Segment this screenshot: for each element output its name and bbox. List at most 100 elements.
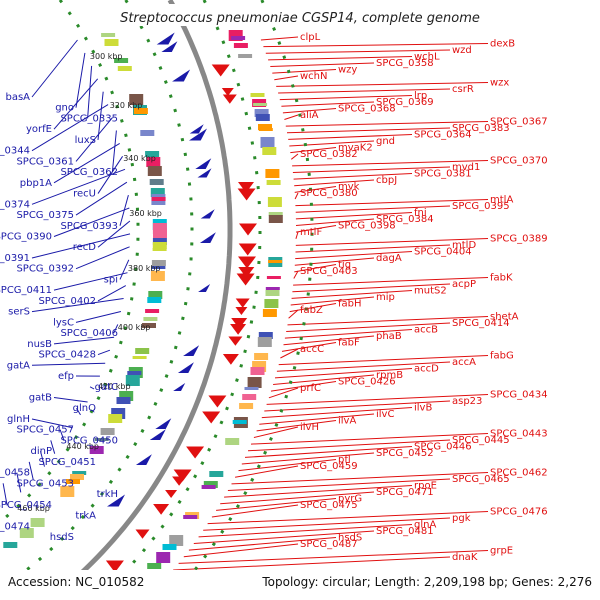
leader-line	[274, 368, 413, 379]
gene-label-spcg-0362: SPCG_0362	[60, 167, 118, 178]
gene-arrow	[156, 32, 175, 45]
leader-line	[75, 181, 128, 216]
leader-line	[241, 452, 375, 465]
genome-backbone	[48, 0, 233, 600]
gene-label-spcg-0393: SPCG_0393	[60, 221, 118, 232]
feature-block	[94, 438, 109, 441]
feature-ring-inner	[3, 33, 167, 548]
leader-line	[280, 348, 299, 359]
gene-label-spcg-0414: SPCG_0414	[452, 318, 510, 329]
scale-tick-label: 340 kbp	[123, 154, 156, 163]
leader-line	[53, 336, 115, 345]
gene-arrow	[208, 395, 227, 408]
leader-line	[31, 104, 109, 152]
gene-label-spcg-0476: SPCG_0476	[490, 507, 548, 518]
leader-line	[285, 121, 489, 127]
gene-label-ilva: ilvA	[338, 416, 356, 427]
feature-block	[156, 552, 171, 563]
leader-line	[50, 440, 56, 454]
gene-label-wzy: wzy	[338, 65, 357, 76]
gene-label-pgk: pgk	[452, 513, 471, 524]
feature-block	[152, 238, 167, 245]
scale-tick-label: 440 kbp	[66, 442, 99, 451]
leader-line	[235, 465, 299, 478]
gene-label-sheta: shetA	[490, 312, 519, 323]
gene-label-spcg-0450: SPCG_0450	[60, 435, 118, 446]
gene-label-spcg-0367: SPCG_0367	[490, 117, 548, 128]
feature-block	[183, 515, 198, 519]
feature-block	[147, 166, 162, 176]
gene-label-spcg-0392: SPCG_0392	[16, 264, 74, 275]
leader-line	[265, 49, 451, 54]
gene-arrow	[235, 307, 248, 315]
gene-label-spcg-0368: SPCG_0368	[338, 104, 396, 115]
feature-block	[66, 479, 80, 484]
feature-block	[233, 43, 248, 48]
leader-line	[292, 160, 489, 167]
gene-arrow	[165, 490, 178, 498]
leader-line	[111, 130, 117, 173]
gene-label-spcg-0361: SPCG_0361	[16, 156, 74, 167]
gene-label-efp: efp	[58, 371, 74, 382]
feature-block	[264, 299, 279, 308]
gene-label-lrp: lrp	[414, 91, 427, 102]
gene-label-fabh: fabH	[338, 299, 362, 310]
gene-label-spcg-0487: SPCG_0487	[300, 539, 358, 550]
leader-line	[292, 166, 451, 173]
gene-label-phab: phaB	[376, 331, 402, 342]
map-title: Streptococcus pneumoniae CGSP14, complet…	[120, 11, 480, 26]
gene-arrow	[202, 411, 221, 424]
leader-line	[291, 290, 413, 299]
feature-block	[247, 377, 262, 388]
leader-line	[256, 420, 337, 432]
leader-line	[87, 65, 93, 119]
gene-label-glnh: glnH	[7, 414, 30, 425]
leader-line	[278, 355, 489, 366]
feature-block	[148, 291, 163, 299]
gene-label-spcg-0459: SPCG_0459	[300, 461, 358, 472]
leader-line	[16, 472, 22, 493]
feature-block	[149, 179, 164, 185]
gene-arrow	[197, 168, 212, 178]
feature-block	[129, 94, 144, 105]
feature-block	[125, 375, 140, 386]
leader-line	[287, 316, 489, 326]
gene-label-alia: aliA	[300, 110, 319, 121]
leader-line	[276, 361, 451, 372]
leader-line	[281, 101, 375, 107]
gene-label-spcg-0458: SPCG_0458	[0, 468, 30, 479]
feature-block	[151, 266, 166, 269]
scale-tick-label: 320 kbp	[110, 101, 143, 110]
gene-label-recu: recU	[73, 189, 96, 200]
gene-label-spcg-0358: SPCG_0358	[376, 58, 434, 69]
feature-block	[135, 348, 150, 354]
gene-label-spcg-0457: SPCG_0457	[16, 425, 74, 436]
feature-block	[254, 109, 269, 117]
gene-arrow	[237, 188, 256, 201]
gene-label-fabf: fabF	[338, 338, 360, 349]
gene-arrow	[236, 273, 255, 286]
leader-line	[28, 461, 34, 480]
gene-label-mvd1: mvd1	[452, 162, 480, 173]
leader-line	[76, 407, 81, 416]
gene-arrow	[155, 418, 172, 429]
feature-block	[101, 33, 116, 37]
feature-block	[143, 317, 158, 321]
gene-label-spcg-0454: SPCG_0454	[0, 500, 52, 511]
leader-line	[276, 82, 489, 87]
leader-line	[89, 386, 95, 390]
leader-line	[31, 168, 126, 205]
gene-label-fni: fni	[414, 208, 427, 219]
feature-block	[19, 528, 34, 538]
gene-label-spcg-0445: SPCG_0445	[452, 435, 510, 446]
leader-line	[244, 446, 413, 458]
gene-arrow	[238, 243, 257, 256]
gene-label-spcg-0465: SPCG_0465	[452, 474, 510, 485]
leader-line	[259, 413, 375, 425]
leader-line	[263, 43, 489, 48]
gene-label-accd: accD	[414, 364, 439, 375]
feature-block	[100, 428, 115, 435]
leader-line	[247, 439, 451, 452]
feature-block	[132, 356, 147, 359]
leader-line	[2, 483, 8, 506]
